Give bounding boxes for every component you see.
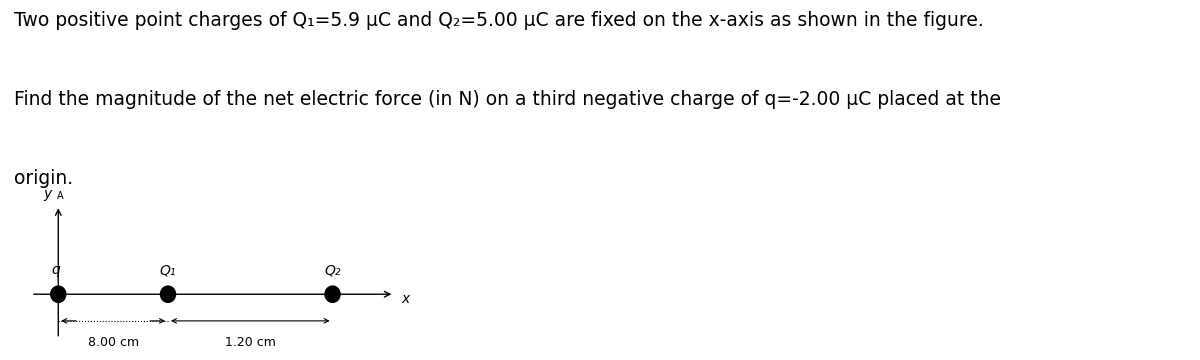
Circle shape <box>161 286 175 302</box>
Text: y: y <box>43 187 52 201</box>
Circle shape <box>50 286 66 302</box>
Text: q: q <box>52 263 60 277</box>
Text: 1.20 cm: 1.20 cm <box>224 336 276 349</box>
Circle shape <box>325 286 340 302</box>
Text: A: A <box>56 191 64 201</box>
Text: x: x <box>401 292 409 306</box>
Text: Q₁: Q₁ <box>160 263 176 277</box>
Text: Find the magnitude of the net electric force (in N) on a third negative charge o: Find the magnitude of the net electric f… <box>14 90 1001 109</box>
Text: 8.00 cm: 8.00 cm <box>88 336 139 349</box>
Text: origin.: origin. <box>14 169 73 188</box>
Text: Two positive point charges of Q₁=5.9 μC and Q₂=5.00 μC are fixed on the x-axis a: Two positive point charges of Q₁=5.9 μC … <box>14 11 984 30</box>
Text: Q₂: Q₂ <box>324 263 341 277</box>
